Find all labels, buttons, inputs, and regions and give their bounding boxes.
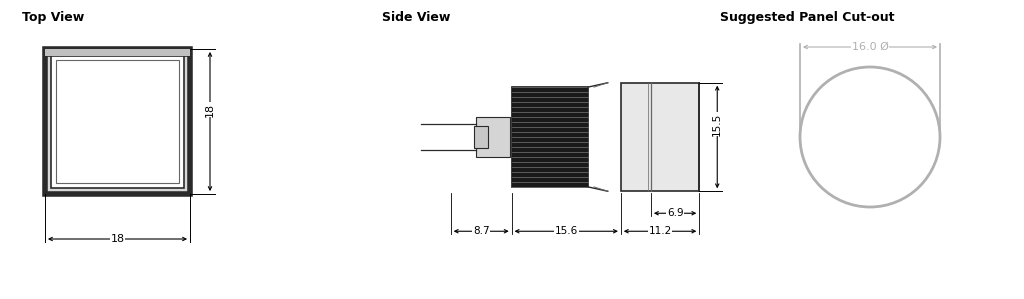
Text: 18: 18 (205, 103, 215, 117)
Bar (621, 83, 699, 191)
Bar (45, 49, 190, 194)
Text: 16.0 Ø: 16.0 Ø (852, 42, 889, 52)
Text: 6.9: 6.9 (667, 208, 683, 218)
Text: 11.2: 11.2 (648, 226, 672, 236)
Text: 8.7: 8.7 (473, 226, 489, 236)
Text: Top View: Top View (22, 11, 84, 24)
Bar (56, 60, 179, 183)
Bar (474, 126, 487, 148)
Bar (512, 87, 588, 187)
Text: Suggested Panel Cut-out: Suggested Panel Cut-out (720, 11, 895, 24)
Text: 18: 18 (111, 234, 125, 244)
Bar (51, 55, 184, 188)
Bar (45, 49, 190, 56)
Text: 15.5: 15.5 (713, 112, 722, 136)
Bar (476, 117, 510, 157)
Text: 15.6: 15.6 (555, 226, 578, 236)
Text: Side View: Side View (382, 11, 451, 24)
